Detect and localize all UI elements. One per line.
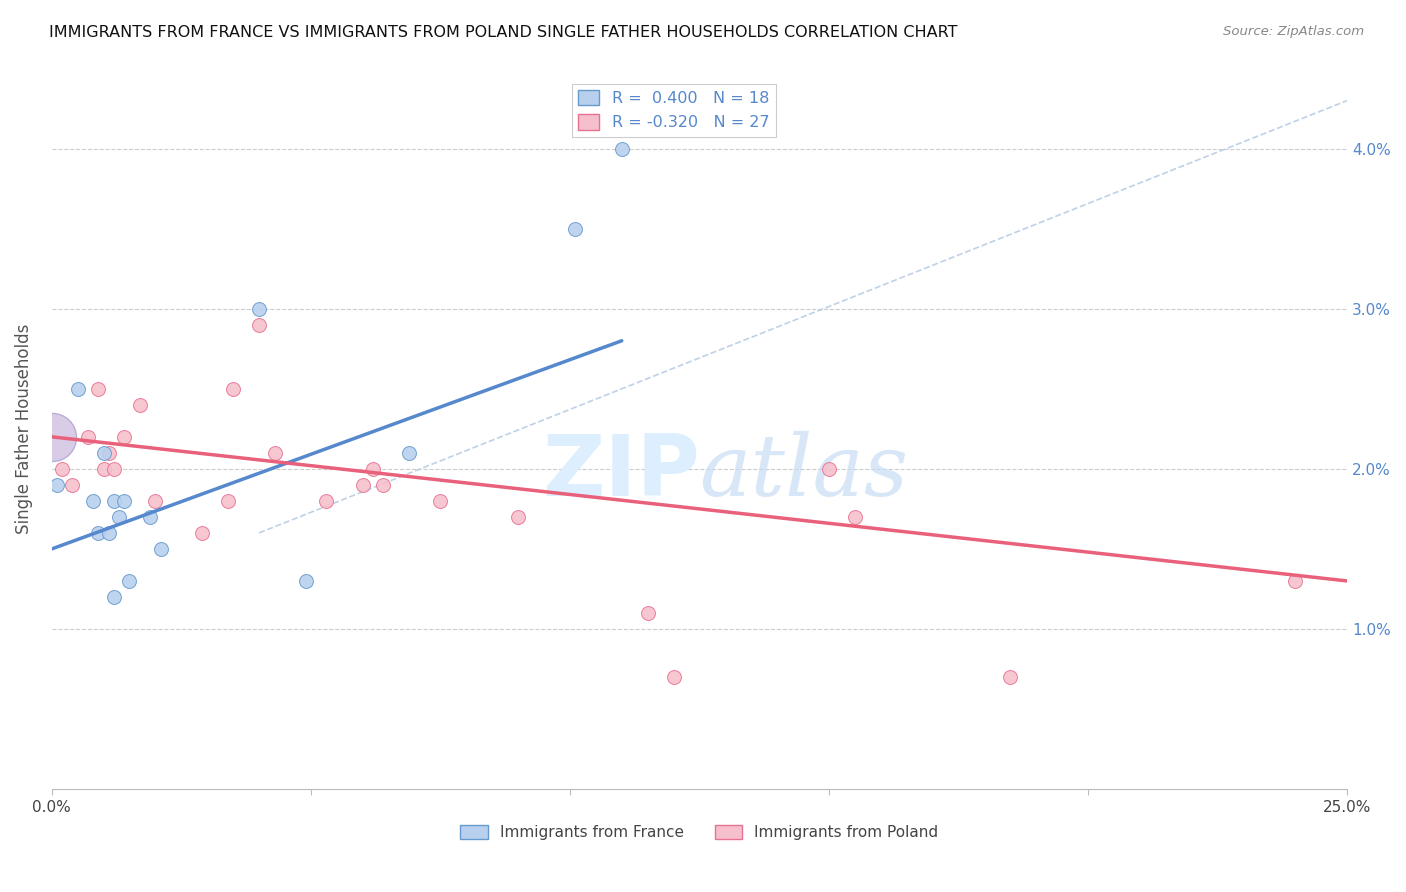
Text: Source: ZipAtlas.com: Source: ZipAtlas.com bbox=[1223, 25, 1364, 38]
Point bbox=[263, 446, 285, 460]
Point bbox=[149, 541, 172, 556]
Point bbox=[112, 494, 135, 508]
Point bbox=[222, 382, 245, 396]
Point bbox=[508, 509, 530, 524]
Point bbox=[637, 606, 659, 620]
Point bbox=[93, 446, 115, 460]
Point bbox=[82, 494, 104, 508]
Point bbox=[294, 574, 316, 588]
Point bbox=[41, 430, 63, 444]
Point bbox=[93, 462, 115, 476]
Point bbox=[118, 574, 141, 588]
Point bbox=[1000, 670, 1022, 684]
Point bbox=[112, 430, 135, 444]
Y-axis label: Single Father Households: Single Father Households bbox=[15, 324, 32, 534]
Point bbox=[87, 525, 110, 540]
Point bbox=[191, 525, 214, 540]
Point bbox=[610, 142, 633, 156]
Point bbox=[87, 382, 110, 396]
Text: ZIP: ZIP bbox=[541, 431, 700, 514]
Point bbox=[145, 494, 167, 508]
Point bbox=[844, 509, 866, 524]
Point bbox=[564, 221, 586, 235]
Point bbox=[66, 382, 89, 396]
Point bbox=[139, 509, 162, 524]
Point bbox=[352, 478, 374, 492]
Point bbox=[818, 462, 841, 476]
Point bbox=[361, 462, 384, 476]
Point bbox=[103, 462, 125, 476]
Legend: R =  0.400   N = 18, R = -0.320   N = 27: R = 0.400 N = 18, R = -0.320 N = 27 bbox=[572, 84, 776, 136]
Point bbox=[77, 430, 100, 444]
Point bbox=[217, 494, 239, 508]
Point bbox=[103, 590, 125, 604]
Point bbox=[662, 670, 685, 684]
Point bbox=[247, 318, 270, 332]
Point bbox=[315, 494, 337, 508]
Text: IMMIGRANTS FROM FRANCE VS IMMIGRANTS FROM POLAND SINGLE FATHER HOUSEHOLDS CORREL: IMMIGRANTS FROM FRANCE VS IMMIGRANTS FRO… bbox=[49, 25, 957, 40]
Point bbox=[97, 525, 120, 540]
Point bbox=[429, 494, 451, 508]
Point bbox=[1284, 574, 1306, 588]
Point bbox=[373, 478, 395, 492]
Point bbox=[108, 509, 131, 524]
Point bbox=[128, 398, 150, 412]
Point bbox=[103, 494, 125, 508]
Point bbox=[62, 478, 84, 492]
Point bbox=[51, 462, 73, 476]
Point bbox=[247, 301, 270, 316]
Text: atlas: atlas bbox=[700, 431, 908, 514]
Point bbox=[398, 446, 420, 460]
Point bbox=[97, 446, 120, 460]
Point bbox=[45, 478, 67, 492]
